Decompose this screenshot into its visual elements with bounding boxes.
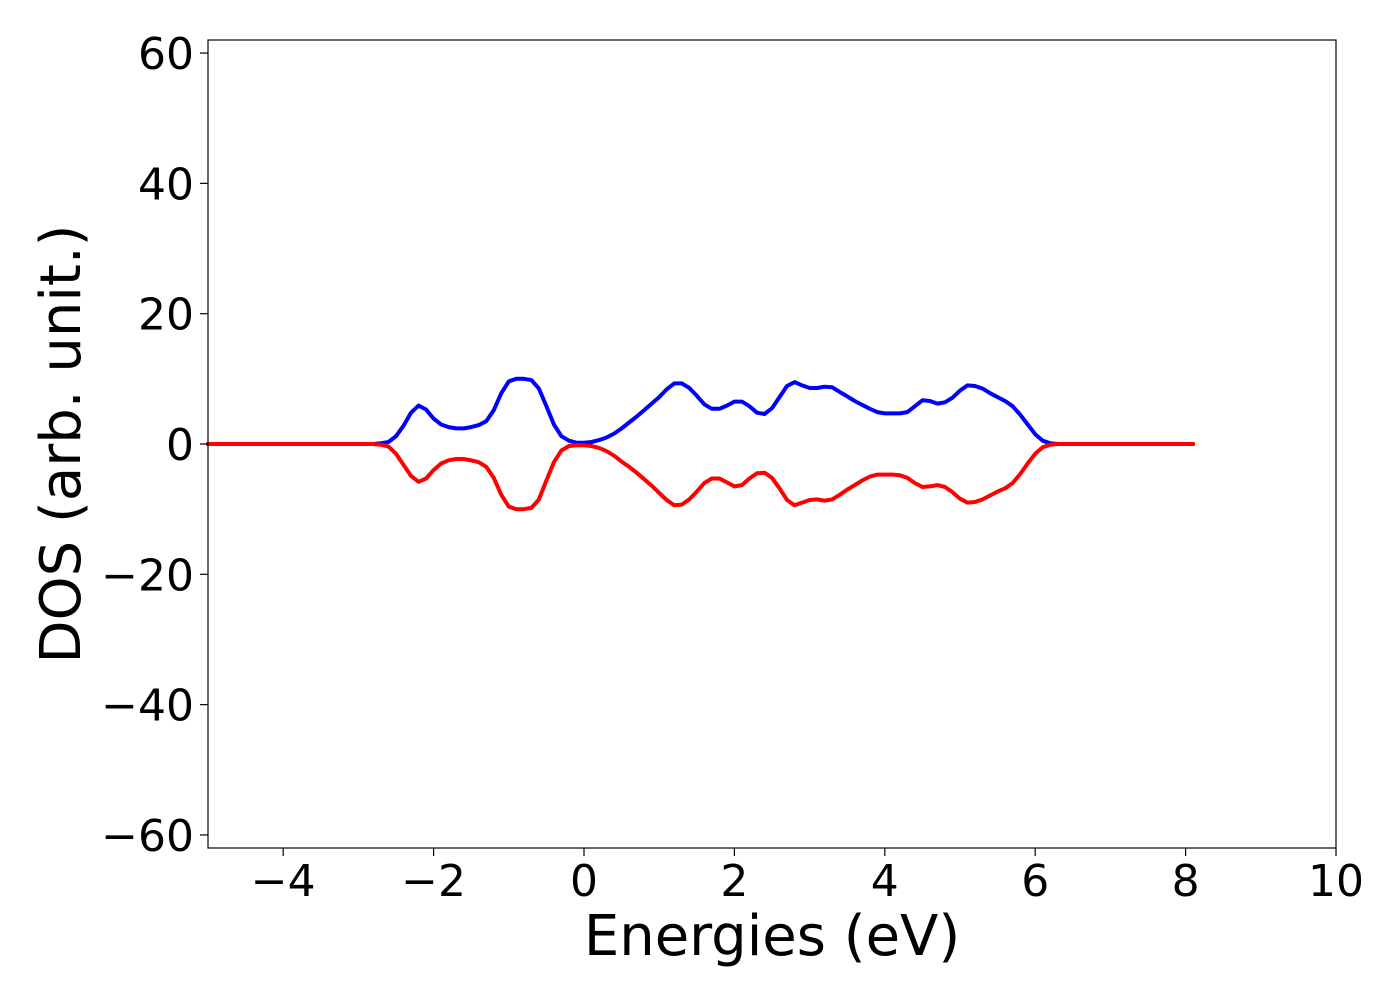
y-tick-label: 60: [138, 29, 194, 80]
x-axis-label: Energies (eV): [584, 904, 960, 969]
x-tick-label: 6: [1021, 856, 1049, 907]
x-tick-label: −2: [401, 856, 466, 907]
x-tick-label: 8: [1172, 856, 1200, 907]
y-tick-label: 0: [166, 420, 194, 471]
x-tick-label: −4: [251, 856, 316, 907]
series-group: [206, 376, 1196, 512]
series-line-2: [206, 442, 1196, 512]
y-tick-label: 40: [138, 159, 194, 210]
y-axis-label: DOS (arb. unit.): [29, 224, 94, 663]
y-tick-label: 20: [138, 290, 194, 341]
x-tick-label: 0: [570, 856, 598, 907]
y-tick-label: −60: [101, 811, 194, 862]
x-tick-label: 10: [1308, 856, 1364, 907]
y-tick-label: −20: [101, 550, 194, 601]
y-axis: −60 −40 −20 0 20 40 60: [101, 29, 208, 862]
x-axis: −4 −2 0 2 4 6 8 10: [251, 848, 1364, 907]
x-tick-label: 2: [720, 856, 748, 907]
x-tick-label: 4: [871, 856, 899, 907]
series-line-1: [206, 376, 1196, 446]
y-tick-label: −40: [101, 681, 194, 732]
